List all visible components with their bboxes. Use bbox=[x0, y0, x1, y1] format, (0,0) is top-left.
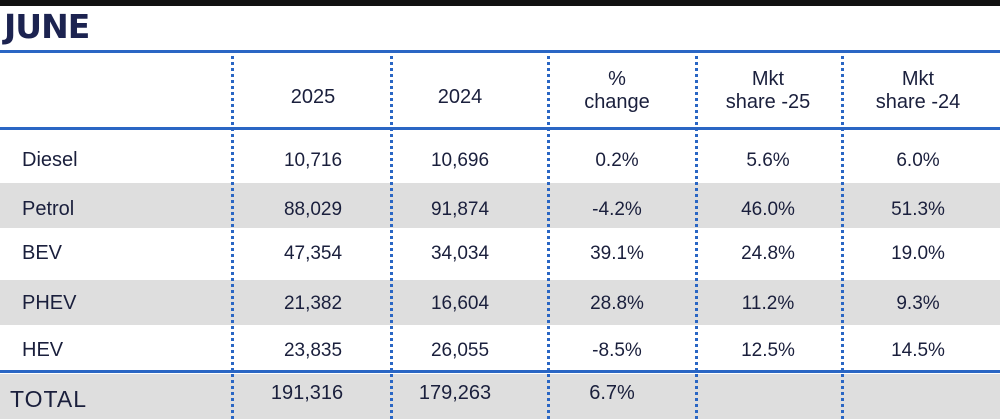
table-cell: 23,835 bbox=[283, 340, 343, 361]
header-line: % bbox=[608, 68, 626, 90]
table-cell: 10,716 bbox=[283, 150, 343, 171]
table-cell: -4.2% bbox=[592, 199, 642, 220]
table-cell: 39.1% bbox=[590, 243, 644, 264]
total-label: TOTAL bbox=[10, 386, 87, 412]
table-cell: 14.5% bbox=[891, 340, 945, 361]
row-label: PHEV bbox=[22, 292, 77, 314]
horizontal-rule bbox=[0, 127, 1000, 130]
header-line: 2024 bbox=[437, 86, 483, 108]
total-cell: 179,263 bbox=[418, 382, 492, 404]
table-cell: 10,696 bbox=[430, 150, 490, 171]
table-cell: 0.2% bbox=[595, 150, 639, 171]
table-cell: 6.0% bbox=[896, 150, 940, 171]
row-label: Diesel bbox=[22, 149, 78, 171]
top-bar bbox=[0, 0, 1000, 6]
column-header: Mkt share -25 bbox=[698, 68, 838, 114]
total-cell: 6.7% bbox=[589, 382, 635, 404]
column-header: Mkt share -24 bbox=[848, 68, 988, 114]
horizontal-rule bbox=[0, 370, 1000, 373]
total-cell: 191,316 bbox=[270, 382, 344, 404]
column-separator bbox=[695, 56, 698, 419]
column-separator bbox=[390, 56, 393, 419]
header-line: change bbox=[584, 91, 650, 113]
table-cell: 19.0% bbox=[891, 243, 945, 264]
total-row-shade bbox=[0, 374, 1000, 419]
table-cell: 88,029 bbox=[283, 199, 343, 220]
table-cell: 9.3% bbox=[896, 293, 940, 314]
table-cell: 51.3% bbox=[891, 199, 945, 220]
table-cell: 34,034 bbox=[430, 243, 490, 264]
header-line: 2025 bbox=[290, 86, 336, 108]
header-line: share -24 bbox=[875, 91, 961, 113]
column-header: 2025 bbox=[243, 86, 383, 109]
table-cell: 16,604 bbox=[430, 293, 490, 314]
row-label: BEV bbox=[22, 242, 63, 264]
horizontal-rule bbox=[0, 50, 1000, 53]
header-line: Mkt bbox=[901, 68, 935, 90]
row-shade bbox=[0, 183, 1000, 228]
column-header: % change bbox=[547, 68, 687, 114]
header-line: share -25 bbox=[725, 91, 811, 113]
table-cell: 11.2% bbox=[741, 293, 795, 314]
column-separator bbox=[231, 56, 234, 419]
column-separator bbox=[547, 56, 550, 419]
table-cell: 24.8% bbox=[741, 243, 795, 264]
row-shade bbox=[0, 280, 1000, 325]
table-cell: 26,055 bbox=[430, 340, 490, 361]
table-cell: -8.5% bbox=[592, 340, 642, 361]
row-label: HEV bbox=[22, 339, 64, 361]
table-cell: 5.6% bbox=[746, 150, 790, 171]
table-cell: 91,874 bbox=[430, 199, 490, 220]
table-cell: 46.0% bbox=[741, 199, 795, 220]
table-cell: 47,354 bbox=[283, 243, 343, 264]
header-line: Mkt bbox=[751, 68, 785, 90]
table-cell: 28.8% bbox=[590, 293, 644, 314]
column-header: 2024 bbox=[390, 86, 530, 109]
column-separator bbox=[841, 56, 844, 419]
table-cell: 12.5% bbox=[741, 340, 795, 361]
table-cell: 21,382 bbox=[283, 293, 343, 314]
row-label: Petrol bbox=[22, 198, 75, 220]
table-title: JUNE bbox=[4, 7, 90, 46]
